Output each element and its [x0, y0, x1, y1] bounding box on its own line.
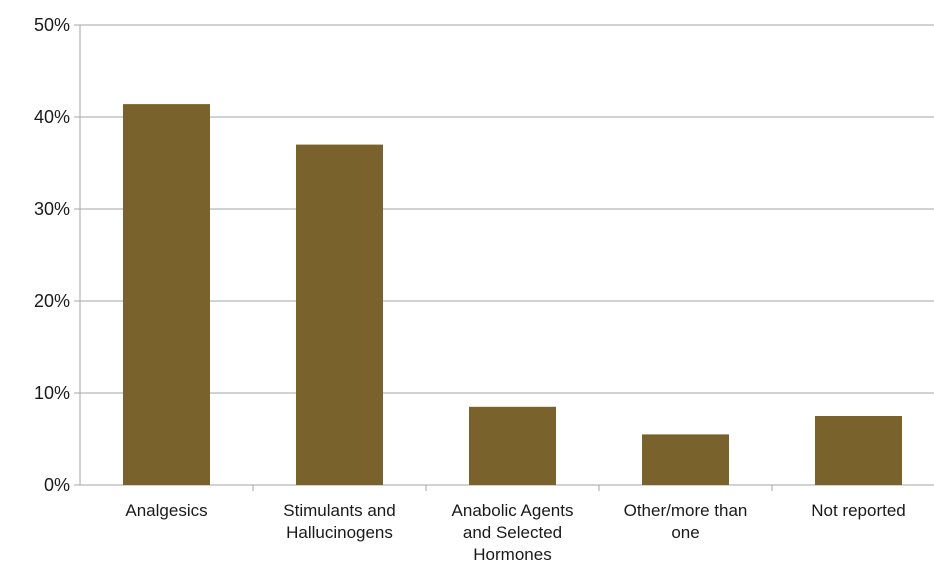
- gridlines: [80, 24, 934, 394]
- x-category-labels: Analgesics Stimulants and Hallucinogens Ana…: [125, 501, 905, 564]
- y-tick-label: 0%: [44, 475, 70, 495]
- x-category-label: Other/more than one: [624, 501, 748, 542]
- bar: [815, 416, 902, 485]
- y-tick-label: 30%: [34, 199, 70, 219]
- bar: [296, 144, 383, 485]
- y-tick-label: 10%: [34, 383, 70, 403]
- y-tick-labels: 0% 10% 20% 30% 40% 50%: [34, 15, 70, 495]
- y-tick-label: 50%: [34, 15, 70, 35]
- y-tick-label: 40%: [34, 107, 70, 127]
- bar: [123, 104, 210, 486]
- x-category-label: Not reported: [811, 501, 906, 520]
- y-tick-label: 20%: [34, 291, 70, 311]
- x-category-label: Stimulants and Hallucinogens: [283, 501, 395, 542]
- bar: [642, 434, 729, 485]
- bars: [123, 104, 902, 486]
- x-category-label: Anabolic Agents and Selected Hormones: [452, 501, 574, 564]
- x-category-label: Analgesics: [125, 501, 207, 520]
- bar: [469, 406, 556, 485]
